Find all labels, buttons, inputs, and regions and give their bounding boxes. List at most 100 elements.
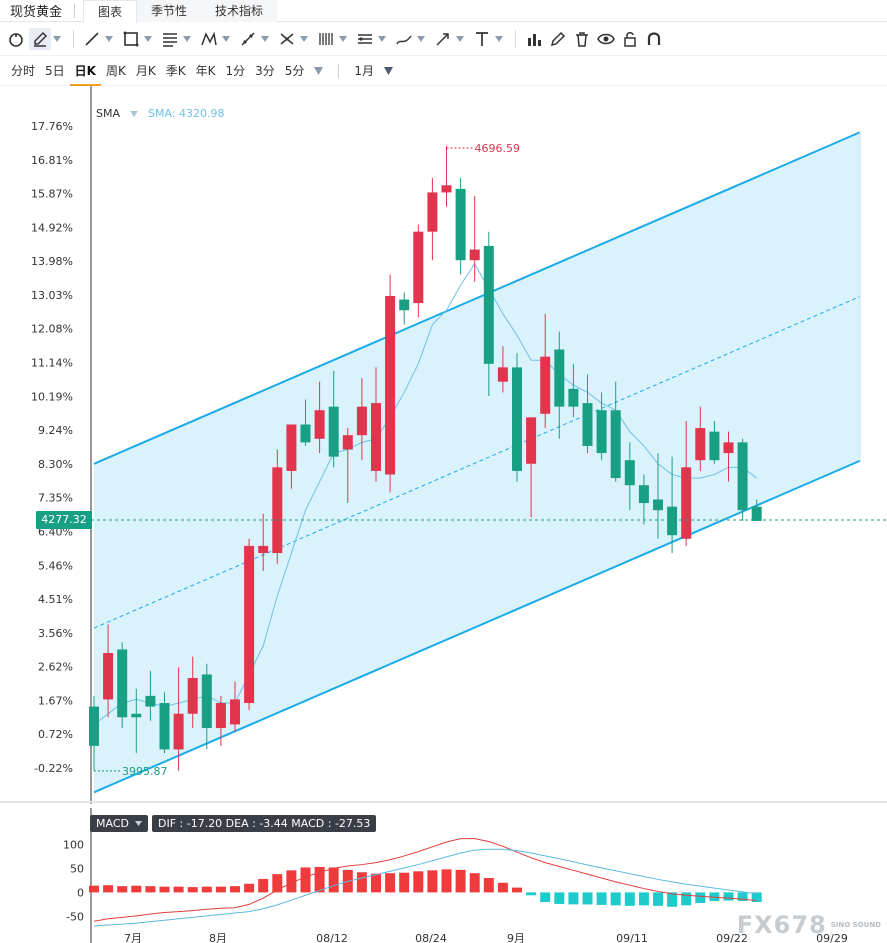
rectangle-tool-tool-button[interactable] bbox=[120, 28, 142, 50]
tab-chart[interactable]: 图表 bbox=[83, 0, 138, 23]
candle-body bbox=[695, 428, 706, 461]
candle-body bbox=[89, 706, 99, 746]
y-tick-label: 13.03% bbox=[31, 289, 73, 302]
chevron-down-icon bbox=[105, 35, 113, 42]
x-tick-label: 9月 bbox=[507, 932, 525, 943]
period-3min[interactable]: 3分 bbox=[255, 63, 275, 78]
tool-dropdown-caret[interactable] bbox=[494, 28, 504, 50]
chevron-down-icon bbox=[456, 35, 464, 42]
chevron-down-icon bbox=[222, 35, 230, 42]
crosshair-circle-tool-button[interactable] bbox=[5, 28, 27, 50]
range-select[interactable]: 1月 bbox=[354, 63, 375, 78]
period-daily[interactable]: 日K bbox=[69, 56, 101, 86]
pencil-edit-icon bbox=[34, 31, 48, 47]
macd-chart[interactable]: 100 50 0 -50 7月 8月 08/12 08/24 9月 09/11 09/22 09/29 bbox=[0, 808, 887, 943]
sma-collapse-icon[interactable] bbox=[130, 110, 138, 117]
macd-histogram-bar bbox=[371, 873, 381, 893]
text-tool-tool-button[interactable] bbox=[471, 28, 493, 50]
pattern-tool-tool-button[interactable] bbox=[198, 28, 220, 50]
toolbar-separator bbox=[515, 29, 516, 48]
fibonacci-lines-tool-button[interactable] bbox=[159, 28, 181, 50]
candle-body bbox=[469, 249, 480, 261]
tab-strip: 图表 季节性 技术指标 bbox=[83, 0, 278, 23]
candle-body bbox=[554, 349, 565, 407]
candle-body bbox=[526, 417, 537, 464]
high-annotation-label: 4696.59 bbox=[475, 142, 521, 155]
candlestick-chart[interactable]: 17.76% 16.81% 15.87% 14.92% 13.98% 13.03% 12.0… bbox=[0, 86, 887, 804]
lock-tool-button[interactable] bbox=[619, 28, 641, 50]
period-5min[interactable]: 5分 bbox=[284, 63, 305, 78]
candle-body bbox=[638, 485, 649, 504]
candle-body bbox=[568, 388, 579, 407]
gann-tool-tool-button[interactable] bbox=[315, 28, 337, 50]
period-yearly[interactable]: 年K bbox=[195, 63, 216, 78]
line-tool-tool-button[interactable] bbox=[81, 28, 103, 50]
tool-dropdown-caret[interactable] bbox=[338, 28, 348, 50]
period-monthly[interactable]: 月K bbox=[135, 63, 156, 78]
more-periods-dropdown[interactable] bbox=[309, 56, 328, 86]
y-tick-label: 14.92% bbox=[31, 221, 73, 234]
measure-tool-tool-button[interactable] bbox=[237, 28, 259, 50]
macd-histogram-bar bbox=[483, 878, 494, 893]
tool-dropdown-caret[interactable] bbox=[52, 28, 62, 50]
arrow-tool-tool-button[interactable] bbox=[432, 28, 454, 50]
macd-histogram-bar bbox=[638, 892, 649, 906]
tool-dropdown-caret[interactable] bbox=[416, 28, 426, 50]
eye-icon bbox=[597, 33, 615, 44]
toolbar-separator bbox=[73, 29, 74, 48]
y-tick-label: 5.46% bbox=[38, 559, 73, 572]
symbol-title: 现货黄金 bbox=[10, 5, 63, 20]
y-tick-label: 11.14% bbox=[31, 357, 73, 370]
macd-histogram-bar bbox=[215, 886, 226, 893]
tab-technical-indicators[interactable]: 技术指标 bbox=[215, 3, 264, 18]
triangle-down-icon bbox=[314, 66, 324, 75]
channel-upper-line bbox=[93, 131, 861, 465]
tool-dropdown-caret[interactable] bbox=[221, 28, 231, 50]
candle-body bbox=[709, 431, 720, 461]
tool-dropdown-caret[interactable] bbox=[143, 28, 153, 50]
period-intraday[interactable]: 分时 bbox=[11, 63, 36, 78]
macd-histogram-bar bbox=[469, 873, 480, 893]
tool-dropdown-caret[interactable] bbox=[377, 28, 387, 50]
projection-tool-tool-button[interactable] bbox=[276, 28, 298, 50]
macd-histogram-bar bbox=[554, 892, 565, 904]
channel-tool-tool-button[interactable] bbox=[354, 28, 376, 50]
candle-body bbox=[201, 674, 212, 729]
tool-dropdown-caret[interactable] bbox=[260, 28, 270, 50]
y-tick-label: 12.08% bbox=[31, 323, 73, 336]
macd-dif-line bbox=[93, 838, 757, 922]
magnet-tool-button[interactable] bbox=[643, 28, 665, 50]
indicator-tool-button[interactable] bbox=[523, 28, 545, 50]
tool-dropdown-caret[interactable] bbox=[299, 28, 309, 50]
period-1min[interactable]: 1分 bbox=[225, 63, 246, 78]
low-annotation-label: 3995.87 bbox=[122, 765, 168, 778]
y-tick-label: 15.87% bbox=[31, 188, 73, 201]
macd-histogram-bar bbox=[173, 886, 184, 893]
period-weekly[interactable]: 周K bbox=[105, 63, 126, 78]
tab-seasonality[interactable]: 季节性 bbox=[151, 3, 188, 18]
macd-histogram-bar bbox=[540, 892, 551, 902]
trash-tool-button[interactable] bbox=[571, 28, 593, 50]
macd-dea-line bbox=[93, 848, 757, 927]
arrow-tool-icon bbox=[436, 32, 449, 46]
tool-dropdown-caret[interactable] bbox=[182, 28, 192, 50]
tool-dropdown-caret[interactable] bbox=[104, 28, 114, 50]
candle-body bbox=[145, 695, 156, 707]
eye-tool-button[interactable] bbox=[595, 28, 617, 50]
brush-tool-tool-button[interactable] bbox=[393, 28, 415, 50]
period-quarterly[interactable]: 季K bbox=[165, 63, 186, 78]
candle-body bbox=[624, 460, 635, 486]
tool-dropdown-caret[interactable] bbox=[455, 28, 465, 50]
y-tick-label: 16.81% bbox=[31, 154, 73, 167]
x-tick-label: 09/11 bbox=[616, 932, 648, 943]
indicator-icon bbox=[528, 33, 541, 46]
chevron-down-icon bbox=[339, 35, 347, 42]
range-dropdown[interactable] bbox=[379, 56, 398, 86]
candle-body bbox=[385, 295, 396, 475]
pencil-edit-tool-button[interactable] bbox=[29, 27, 51, 50]
candle-body bbox=[582, 403, 593, 446]
macd-indicator-select[interactable]: MACD bbox=[90, 815, 148, 832]
draw-pen-tool-button[interactable] bbox=[547, 28, 569, 50]
macd-histogram-bar bbox=[356, 872, 367, 893]
period-5day[interactable]: 5日 bbox=[45, 63, 65, 78]
